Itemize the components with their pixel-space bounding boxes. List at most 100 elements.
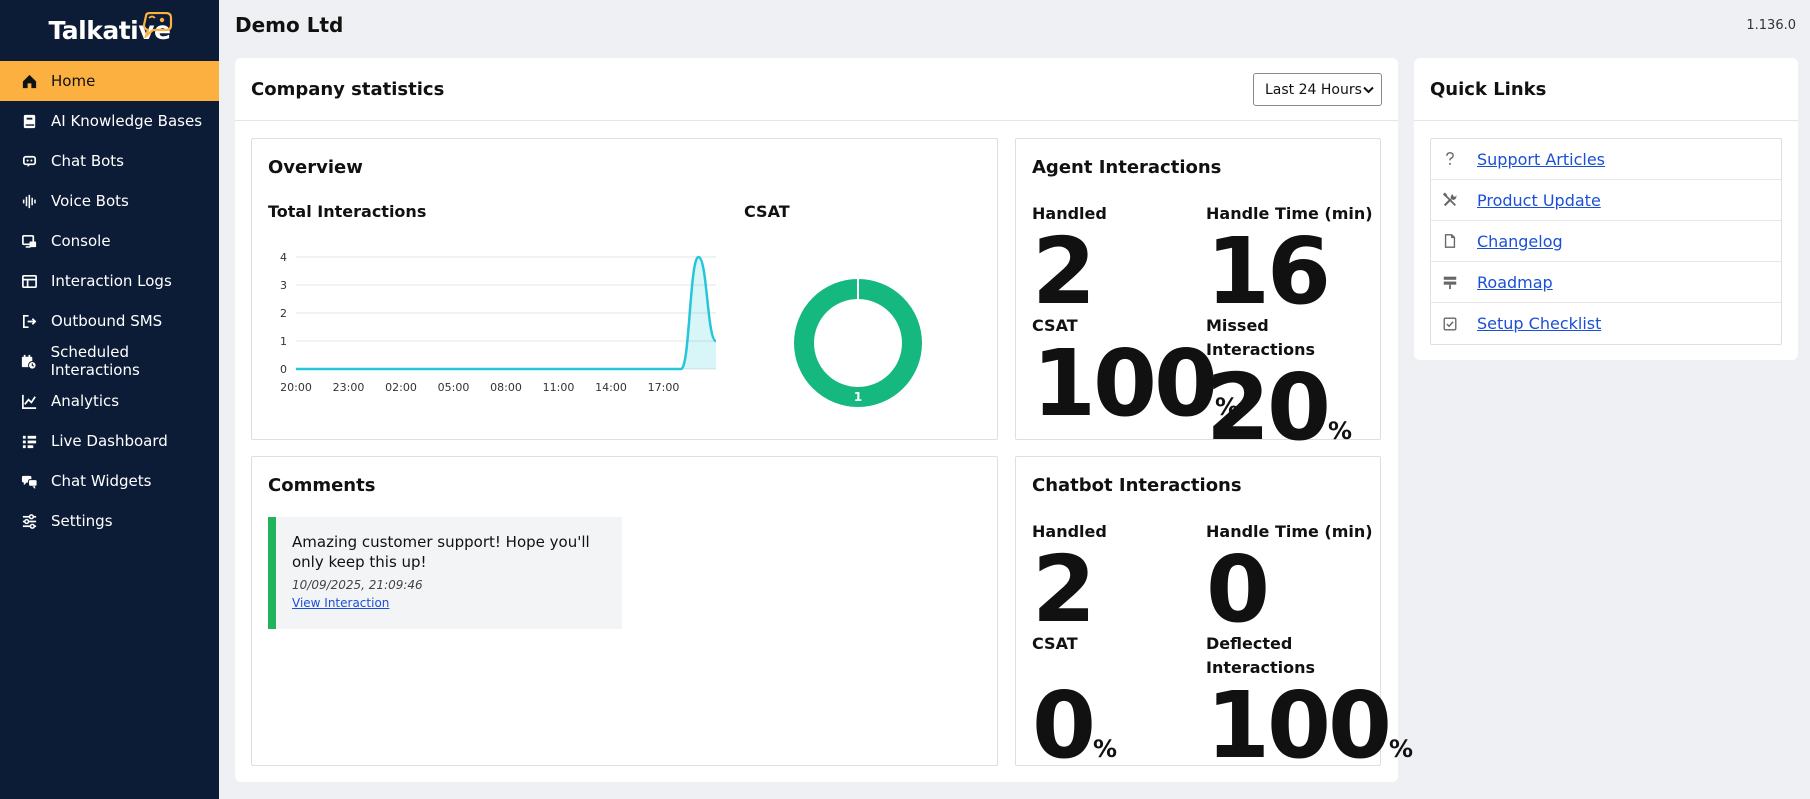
chatbot-deflected-unit: % xyxy=(1389,735,1414,763)
agent-handle-time-value: 16 xyxy=(1206,218,1331,325)
agent-handle-time-stat: Handle Time (min) 16 xyxy=(1206,202,1373,318)
chatbot-deflected-value: 100 xyxy=(1206,672,1392,779)
document-icon xyxy=(1441,232,1459,250)
sidebar-item-interaction-logs[interactable]: Interaction Logs xyxy=(0,261,219,301)
sidebar-item-console[interactable]: Console xyxy=(0,221,219,261)
sidebar-item-settings[interactable]: Settings xyxy=(0,501,219,541)
sidebar: Talkative Home AI Knowledge Bases Chat Bot… xyxy=(0,0,219,799)
sidebar-item-voice-bots[interactable]: Voice Bots xyxy=(0,181,219,221)
quick-link-product-update: Product Update xyxy=(1431,180,1781,221)
agent-csat-stat: CSAT 100% xyxy=(1032,314,1239,430)
quick-link-label[interactable]: Roadmap xyxy=(1477,272,1553,292)
overview-card: Overview Total Interactions CSAT 0 1 2 3 4 20… xyxy=(251,138,998,440)
chatbot-interactions-card: Chatbot Interactions Handled 2 Handle Ti… xyxy=(1015,456,1413,772)
quick-links-title: Quick Links xyxy=(1430,78,1547,100)
quick-link-label[interactable]: Changelog xyxy=(1477,231,1563,251)
x-tick-label: 02:00 xyxy=(385,381,417,394)
chatbot-csat-value: 0 xyxy=(1032,672,1096,779)
agent-interactions-title: Agent Interactions xyxy=(1032,157,1222,178)
logo[interactable]: Talkative xyxy=(0,0,219,61)
brand-name: Talkative xyxy=(48,16,171,45)
sidebar-item-label: Chat Widgets xyxy=(51,472,152,490)
agent-interactions-card: Agent Interactions Handled 2 Handle Time… xyxy=(1015,138,1381,454)
sidebar-item-label: Home xyxy=(51,72,96,90)
quick-link-label[interactable]: Support Articles xyxy=(1477,149,1605,169)
sidebar-item-chat-widgets[interactable]: Chat Widgets xyxy=(0,461,219,501)
outbound-icon xyxy=(20,312,38,330)
quick-link-changelog: Changelog xyxy=(1431,221,1781,262)
calendar-clock-icon xyxy=(20,352,38,370)
chatbot-csat-value-wrap: 0% xyxy=(1032,680,1117,772)
sidebar-item-live-dashboard[interactable]: Live Dashboard xyxy=(0,421,219,461)
waveform-icon xyxy=(20,192,38,210)
speech-bubble-logo-icon xyxy=(142,12,173,38)
y-tick-label: 4 xyxy=(280,251,287,264)
overview-title: Overview xyxy=(268,157,363,178)
book-icon xyxy=(20,112,38,130)
chatbot-interactions-title: Chatbot Interactions xyxy=(1032,475,1242,496)
agent-missed-stat: Missed Interactions 20% xyxy=(1206,314,1380,454)
y-tick-label: 2 xyxy=(280,307,287,320)
chatbot-handled-stat: Handled 2 xyxy=(1032,520,1107,636)
sidebar-item-scheduled-interactions[interactable]: Scheduled Interactions xyxy=(0,341,219,381)
time-range-select[interactable]: Last 24 Hours xyxy=(1253,73,1382,106)
chatbot-csat-stat: CSAT 0% xyxy=(1032,632,1117,772)
comments-card: Comments Amazing customer support! Hope … xyxy=(251,456,998,766)
pie-slice xyxy=(794,279,922,407)
chatbot-csat-label: CSAT xyxy=(1032,634,1078,653)
sidebar-item-label: Interaction Logs xyxy=(51,272,172,290)
y-tick-label: 1 xyxy=(280,335,287,348)
comment-timestamp: 10/09/2025, 21:09:46 xyxy=(292,578,423,592)
agent-handled-value: 2 xyxy=(1032,218,1096,325)
time-range-value: Last 24 Hours xyxy=(1265,81,1362,98)
sidebar-item-analytics[interactable]: Analytics xyxy=(0,381,219,421)
sidebar-item-label: Voice Bots xyxy=(51,192,129,210)
series-line xyxy=(296,255,718,371)
console-icon xyxy=(20,232,38,250)
x-tick-label: 20:00 xyxy=(280,381,312,394)
dashboard-icon xyxy=(20,432,38,450)
question-icon xyxy=(1441,150,1459,168)
quick-link-label[interactable]: Product Update xyxy=(1477,190,1601,210)
sidebar-item-home[interactable]: Home xyxy=(0,61,219,101)
comment-text: Amazing customer support! Hope you'll on… xyxy=(292,533,590,571)
sidebar-item-ai-knowledge-bases[interactable]: AI Knowledge Bases xyxy=(0,101,219,141)
sidebar-item-label: Chat Bots xyxy=(51,152,124,170)
chatbot-handle-time-stat: Handle Time (min) 0 xyxy=(1206,520,1373,636)
total-interactions-label: Total Interactions xyxy=(268,202,427,221)
signpost-icon xyxy=(1441,273,1459,291)
chevron-down-icon xyxy=(1363,86,1374,93)
chatbot-deflected-stat: Deflected Interactions 100% xyxy=(1206,632,1413,772)
agent-handled-stat: Handled 2 xyxy=(1032,202,1107,318)
y-tick-label: 0 xyxy=(280,363,287,376)
x-tick-label: 08:00 xyxy=(490,381,522,394)
sidebar-item-label: Console xyxy=(51,232,111,250)
slice-label: 1 xyxy=(854,390,862,404)
quick-links-panel: Quick Links Support Articles Product Upda… xyxy=(1414,58,1798,360)
csat-donut-chart: 1 xyxy=(794,279,922,407)
quick-link-support-articles: Support Articles xyxy=(1431,139,1781,180)
checkbox-icon xyxy=(1441,315,1459,333)
chatbot-deflected-value-wrap: 100% xyxy=(1206,680,1413,772)
sidebar-item-outbound-sms[interactable]: Outbound SMS xyxy=(0,301,219,341)
company-statistics-panel: Company statistics Last 24 Hours Overvie… xyxy=(235,58,1413,782)
quick-link-roadmap: Roadmap xyxy=(1431,262,1781,303)
sidebar-item-label: AI Knowledge Bases xyxy=(51,112,203,130)
total-interactions-chart: 0 1 2 3 4 20:00 23:00 02:00 05:00 08:00 11:00 14:00… xyxy=(280,251,718,394)
chat-bot-icon xyxy=(20,152,38,170)
quick-link-setup-checklist: Setup Checklist xyxy=(1431,303,1781,344)
csat-label: CSAT xyxy=(744,202,790,221)
chatbot-handled-label: Handled xyxy=(1032,522,1107,541)
app-version: 1.136.0 xyxy=(1746,18,1796,33)
comment-item: Amazing customer support! Hope you'll on… xyxy=(268,517,622,629)
view-interaction-link[interactable]: View Interaction xyxy=(292,596,390,610)
sidebar-item-label: Settings xyxy=(51,512,113,530)
agent-csat-value: 100 xyxy=(1032,330,1218,437)
sidebar-item-chat-bots[interactable]: Chat Bots xyxy=(0,141,219,181)
chat-widgets-icon xyxy=(20,472,38,490)
quick-links-header: Quick Links xyxy=(1414,58,1798,121)
sidebar-item-label: Scheduled Interactions xyxy=(50,343,140,379)
quick-link-label[interactable]: Setup Checklist xyxy=(1477,314,1602,333)
chatbot-handle-time-label: Handle Time (min) xyxy=(1206,522,1373,541)
comments-title: Comments xyxy=(268,475,376,496)
